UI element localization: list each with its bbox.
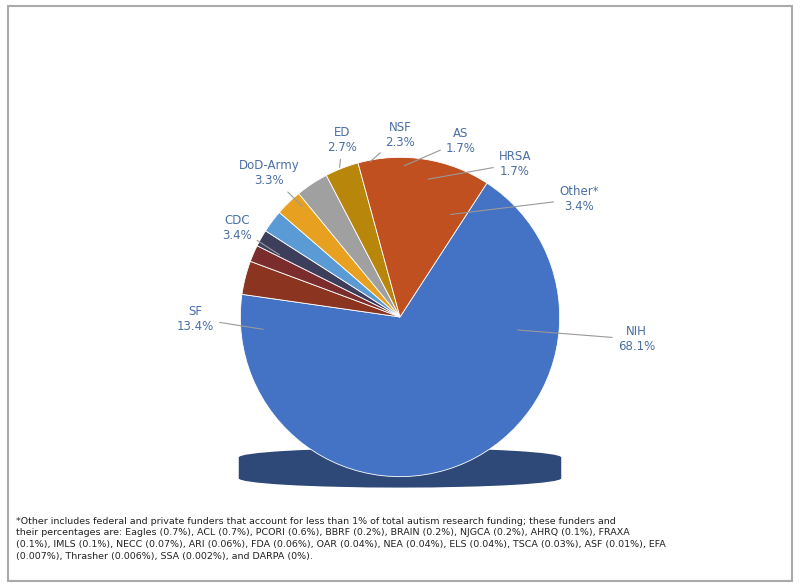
Ellipse shape <box>238 463 562 481</box>
Wedge shape <box>266 212 400 317</box>
Ellipse shape <box>238 451 562 470</box>
Ellipse shape <box>238 462 562 480</box>
Ellipse shape <box>238 466 562 485</box>
Ellipse shape <box>238 450 562 469</box>
Wedge shape <box>242 261 400 317</box>
Text: Other*
3.4%: Other* 3.4% <box>450 185 598 214</box>
Ellipse shape <box>238 461 562 480</box>
Ellipse shape <box>238 456 562 474</box>
Ellipse shape <box>238 457 562 475</box>
Ellipse shape <box>238 460 562 478</box>
Text: Percent of Autism Research Funding by Funder: Percent of Autism Research Funding by Fu… <box>186 46 614 62</box>
Text: NSF
2.3%: NSF 2.3% <box>370 121 415 162</box>
Ellipse shape <box>238 450 562 468</box>
Ellipse shape <box>238 467 562 486</box>
Ellipse shape <box>238 454 562 473</box>
Wedge shape <box>257 231 400 317</box>
Ellipse shape <box>238 464 562 483</box>
Ellipse shape <box>238 459 562 478</box>
Text: DoD-Army
3.3%: DoD-Army 3.3% <box>238 159 302 207</box>
Text: 2020: 2020 <box>375 19 425 38</box>
Text: NIH
68.1%: NIH 68.1% <box>518 325 655 353</box>
Ellipse shape <box>238 453 562 472</box>
Wedge shape <box>358 157 487 317</box>
Text: ED
2.7%: ED 2.7% <box>327 126 358 167</box>
Ellipse shape <box>238 457 562 476</box>
Ellipse shape <box>238 452 562 470</box>
Wedge shape <box>250 246 400 317</box>
Ellipse shape <box>238 464 562 483</box>
Ellipse shape <box>238 454 562 473</box>
Ellipse shape <box>238 458 562 477</box>
Text: Number of Projects: 1,573: Number of Projects: 1,573 <box>297 97 503 111</box>
Text: SF
13.4%: SF 13.4% <box>177 305 263 333</box>
Wedge shape <box>240 183 560 477</box>
Ellipse shape <box>238 453 562 471</box>
Ellipse shape <box>238 460 562 479</box>
Text: Total Funding: $418,915,385: Total Funding: $418,915,385 <box>288 72 512 86</box>
Text: CDC
3.4%: CDC 3.4% <box>222 214 279 255</box>
Ellipse shape <box>238 463 562 482</box>
Ellipse shape <box>238 465 562 484</box>
Wedge shape <box>279 194 400 317</box>
Wedge shape <box>326 163 400 317</box>
Ellipse shape <box>238 468 562 487</box>
Text: HRSA
1.7%: HRSA 1.7% <box>428 150 531 179</box>
Text: *Other includes federal and private funders that account for less than 1% of tot: *Other includes federal and private fund… <box>16 517 666 561</box>
Ellipse shape <box>238 456 562 475</box>
Ellipse shape <box>238 467 562 485</box>
Ellipse shape <box>238 449 562 467</box>
Ellipse shape <box>238 448 562 467</box>
Wedge shape <box>298 176 400 317</box>
Text: AS
1.7%: AS 1.7% <box>404 127 476 166</box>
Ellipse shape <box>238 469 562 488</box>
